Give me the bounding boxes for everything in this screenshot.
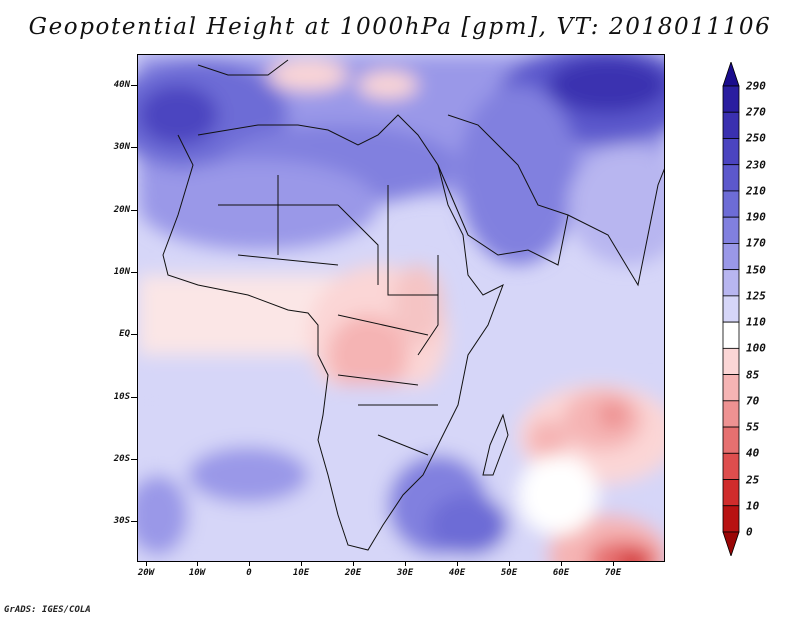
colorbar-label: 0	[746, 525, 753, 539]
coastlines	[162, 59, 664, 551]
lon-tick	[353, 561, 354, 566]
colorbar-segment	[722, 295, 740, 323]
colorbar-label: 270	[746, 105, 766, 119]
colorbar-segment	[722, 269, 740, 297]
lat-tick	[131, 334, 137, 335]
colorbar-label: 110	[746, 315, 766, 329]
colorbar-label: 210	[746, 184, 766, 198]
colorbar-segment	[722, 243, 740, 271]
lon-label-10e: 10E	[292, 568, 310, 578]
colorbar-segment	[722, 400, 740, 428]
lon-tick	[405, 561, 406, 566]
colorbar-label: 230	[746, 158, 766, 172]
colorbar-top-arrow	[722, 62, 740, 87]
colorbar-segments	[722, 62, 740, 556]
lon-label-0: 0	[246, 568, 252, 578]
lat-label-10s: 10S	[113, 392, 130, 402]
lon-tick	[457, 561, 458, 566]
lon-label-20e: 20E	[344, 568, 362, 578]
colorbar-segment	[722, 138, 740, 166]
lon-tick	[146, 561, 147, 566]
lat-label-30s: 30S	[113, 516, 130, 526]
colorbar-label: 55	[746, 420, 760, 434]
lat-label-30n: 30N	[113, 142, 130, 152]
lat-tick	[131, 459, 137, 460]
colorbar-segment	[722, 216, 740, 244]
colorbar-label: 70	[746, 394, 760, 408]
colorbar-label: 150	[746, 263, 766, 277]
colorbar-label: 10	[746, 499, 760, 513]
colorbar-label: 190	[746, 210, 766, 224]
lon-tick	[613, 561, 614, 566]
colorbar-segment	[722, 164, 740, 192]
colorbar-segment	[722, 321, 740, 349]
lat-label-20n: 20N	[113, 205, 130, 215]
lon-label-70e: 70E	[604, 568, 622, 578]
lon-label-20w: 20W	[137, 568, 155, 578]
colorbar-segment	[722, 479, 740, 507]
colorbar-segment	[722, 190, 740, 218]
colorbar-label: 290	[746, 79, 766, 93]
lat-tick	[131, 210, 137, 211]
geopotential-field-svg	[138, 55, 664, 561]
colorbar-bottom-arrow	[722, 531, 740, 556]
colorbar-segment	[722, 85, 740, 113]
lon-label-10w: 10W	[188, 568, 206, 578]
lon-tick	[197, 561, 198, 566]
lon-label-40e: 40E	[448, 568, 466, 578]
colorbar-label: 85	[746, 368, 760, 382]
colorbar-segment	[722, 347, 740, 375]
lat-tick	[131, 397, 137, 398]
lat-tick	[131, 147, 137, 148]
lat-label-10n: 10N	[113, 267, 130, 277]
lat-tick	[131, 272, 137, 273]
lat-label-20s: 20S	[113, 454, 130, 464]
colorbar-segment	[722, 111, 740, 139]
lon-tick	[509, 561, 510, 566]
lon-label-50e: 50E	[500, 568, 518, 578]
colorbar-segment	[722, 426, 740, 454]
lon-tick	[249, 561, 250, 566]
map-plot-area[interactable]	[137, 54, 665, 562]
lat-tick	[131, 85, 137, 86]
lon-tick	[301, 561, 302, 566]
colorbar-segment	[722, 374, 740, 402]
lat-tick	[131, 521, 137, 522]
colorbar-label: 125	[746, 289, 766, 303]
colorbar-label: 170	[746, 236, 766, 250]
lon-label-60e: 60E	[552, 568, 570, 578]
colorbar	[722, 62, 740, 556]
colorbar-segment	[722, 505, 740, 533]
lon-tick	[561, 561, 562, 566]
lat-label-40n: 40N	[113, 80, 130, 90]
lon-label-30e: 30E	[396, 568, 414, 578]
colorbar-label: 40	[746, 446, 760, 460]
map-title: Geopotential Height at 1000hPa [gpm], VT…	[28, 14, 772, 40]
colorbar-label: 250	[746, 131, 766, 145]
lat-label-eq: EQ	[119, 329, 130, 339]
grads-credit: GrADS: IGES/COLA	[4, 605, 91, 615]
colorbar-label: 100	[746, 341, 766, 355]
field-shading	[138, 55, 664, 561]
colorbar-segment	[722, 452, 740, 480]
colorbar-label: 25	[746, 473, 760, 487]
